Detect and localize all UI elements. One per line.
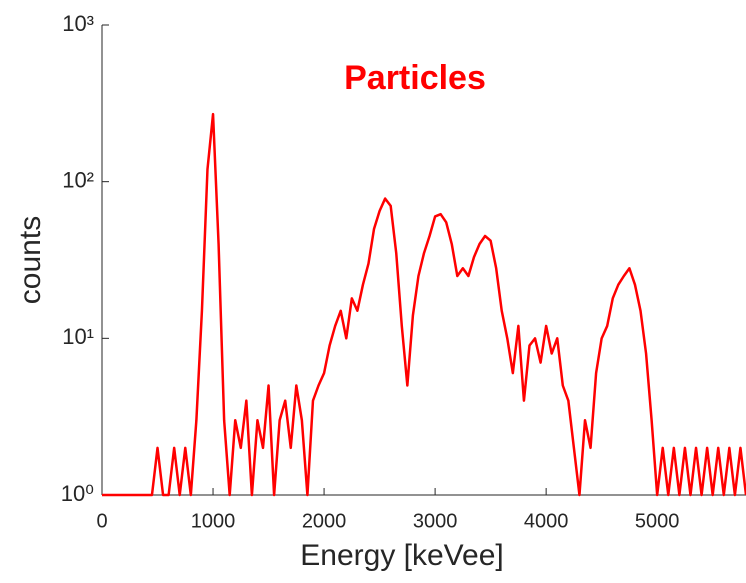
y-tick-label: 10² [62, 167, 94, 192]
chart-title: Particles [344, 59, 486, 97]
y-tick-label: 10³ [62, 11, 94, 36]
x-tick-label: 1000 [191, 510, 236, 532]
y-axis-label: counts [14, 216, 47, 304]
x-tick-label: 5000 [635, 510, 680, 532]
x-tick-label: 2000 [302, 510, 347, 532]
y-tick-label: 10¹ [62, 324, 94, 349]
y-tick-label: 10⁰ [61, 481, 94, 506]
x-tick-label: 0 [96, 510, 107, 532]
x-tick-label: 3000 [413, 510, 458, 532]
x-axis-label: Energy [keVee] [300, 539, 503, 572]
x-tick-label: 4000 [524, 510, 569, 532]
data-line [102, 112, 746, 497]
